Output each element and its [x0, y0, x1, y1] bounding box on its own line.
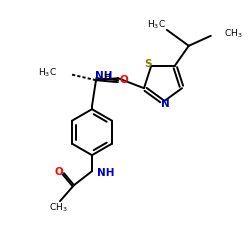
Text: H$_3$C: H$_3$C: [38, 67, 57, 80]
Text: N: N: [160, 99, 170, 109]
Text: NH: NH: [96, 71, 113, 81]
Text: H: H: [103, 73, 110, 82]
Text: O: O: [54, 167, 63, 177]
Text: O: O: [120, 75, 128, 85]
Text: CH$_3$: CH$_3$: [224, 28, 242, 40]
Text: CH$_3$: CH$_3$: [49, 202, 67, 214]
Text: H$_3$C: H$_3$C: [147, 18, 166, 31]
Text: NH: NH: [97, 168, 114, 178]
Text: S: S: [144, 59, 152, 69]
